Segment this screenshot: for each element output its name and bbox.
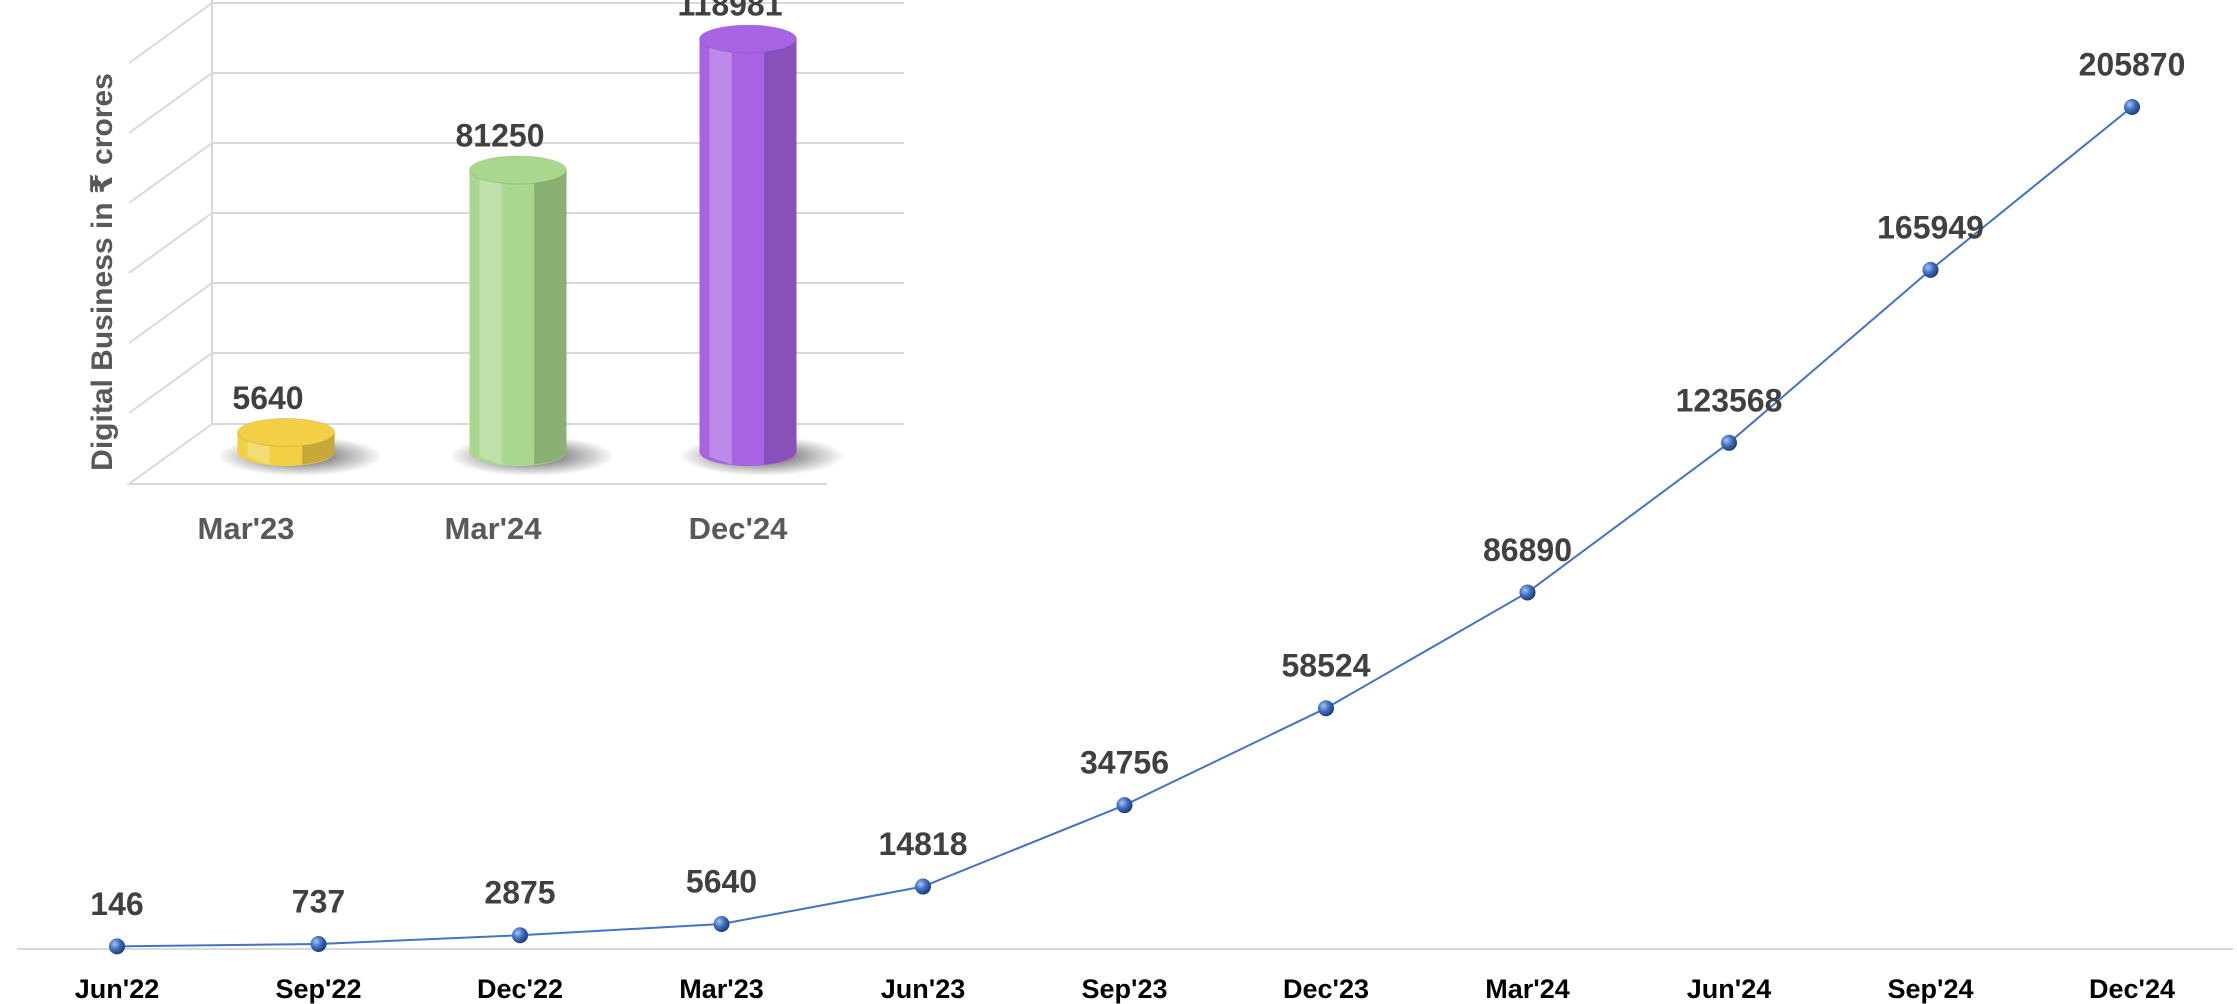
- value-label: 58524: [1282, 648, 1371, 684]
- bar: [469, 169, 567, 467]
- bar-top: [237, 417, 335, 447]
- x-tick-label: Jun'22: [75, 974, 159, 1004]
- value-label: 737: [292, 883, 345, 919]
- bar-shade: [302, 432, 335, 465]
- point: [1318, 700, 1334, 717]
- x-tick-label: Mar'23: [198, 511, 295, 546]
- point: [1922, 261, 1939, 278]
- value-label: 86890: [1483, 532, 1572, 568]
- x-tick-label: Dec'23: [1283, 974, 1369, 1004]
- bar-light: [709, 44, 732, 465]
- value-label: 118981: [677, 0, 782, 22]
- x-tick-label: Sep'24: [1888, 974, 1974, 1004]
- x-tick-label: Sep'23: [1082, 974, 1168, 1004]
- point: [1519, 584, 1536, 601]
- x-tick-label: Jun'24: [1687, 974, 1771, 1004]
- value-label: 123568: [1676, 382, 1783, 418]
- value-label: 2875: [484, 875, 555, 911]
- x-tick-label: Mar'23: [679, 974, 763, 1004]
- x-tick-label: Dec'24: [689, 511, 788, 546]
- value-label: 165949: [1877, 209, 1984, 245]
- bar-shade: [764, 39, 797, 465]
- value-label: 14818: [879, 826, 968, 862]
- point: [1116, 797, 1133, 814]
- wall-line: [125, 0, 827, 485]
- point: [310, 935, 327, 952]
- value-label: 81250: [456, 117, 545, 153]
- point: [915, 878, 931, 895]
- x-tick-label: Dec'24: [2089, 974, 2175, 1004]
- x-tick-label: Mar'24: [445, 511, 543, 546]
- x-tick-label: Mar'24: [1485, 974, 1569, 1004]
- value-label: 205870: [2079, 46, 2186, 82]
- bar: [699, 39, 797, 467]
- x-tick-label: Sep'22: [276, 974, 362, 1004]
- x-tick-label: Dec'22: [477, 974, 563, 1004]
- point: [2124, 99, 2140, 115]
- point: [1721, 434, 1737, 451]
- point: [713, 915, 730, 932]
- value-label: 5640: [232, 380, 303, 416]
- value-label: 146: [90, 886, 143, 922]
- point: [109, 938, 125, 955]
- line: [116, 106, 2133, 948]
- bar-light: [479, 174, 502, 465]
- y-axis-label: Digital Business in ₹ crores: [86, 73, 119, 471]
- x-tick-label: Jun'23: [881, 974, 965, 1004]
- bar-shade: [534, 169, 567, 465]
- bar-top: [699, 24, 797, 54]
- point: [512, 927, 528, 944]
- value-label: 34756: [1080, 745, 1169, 781]
- bar-top: [469, 155, 567, 185]
- value-label: 5640: [686, 863, 757, 899]
